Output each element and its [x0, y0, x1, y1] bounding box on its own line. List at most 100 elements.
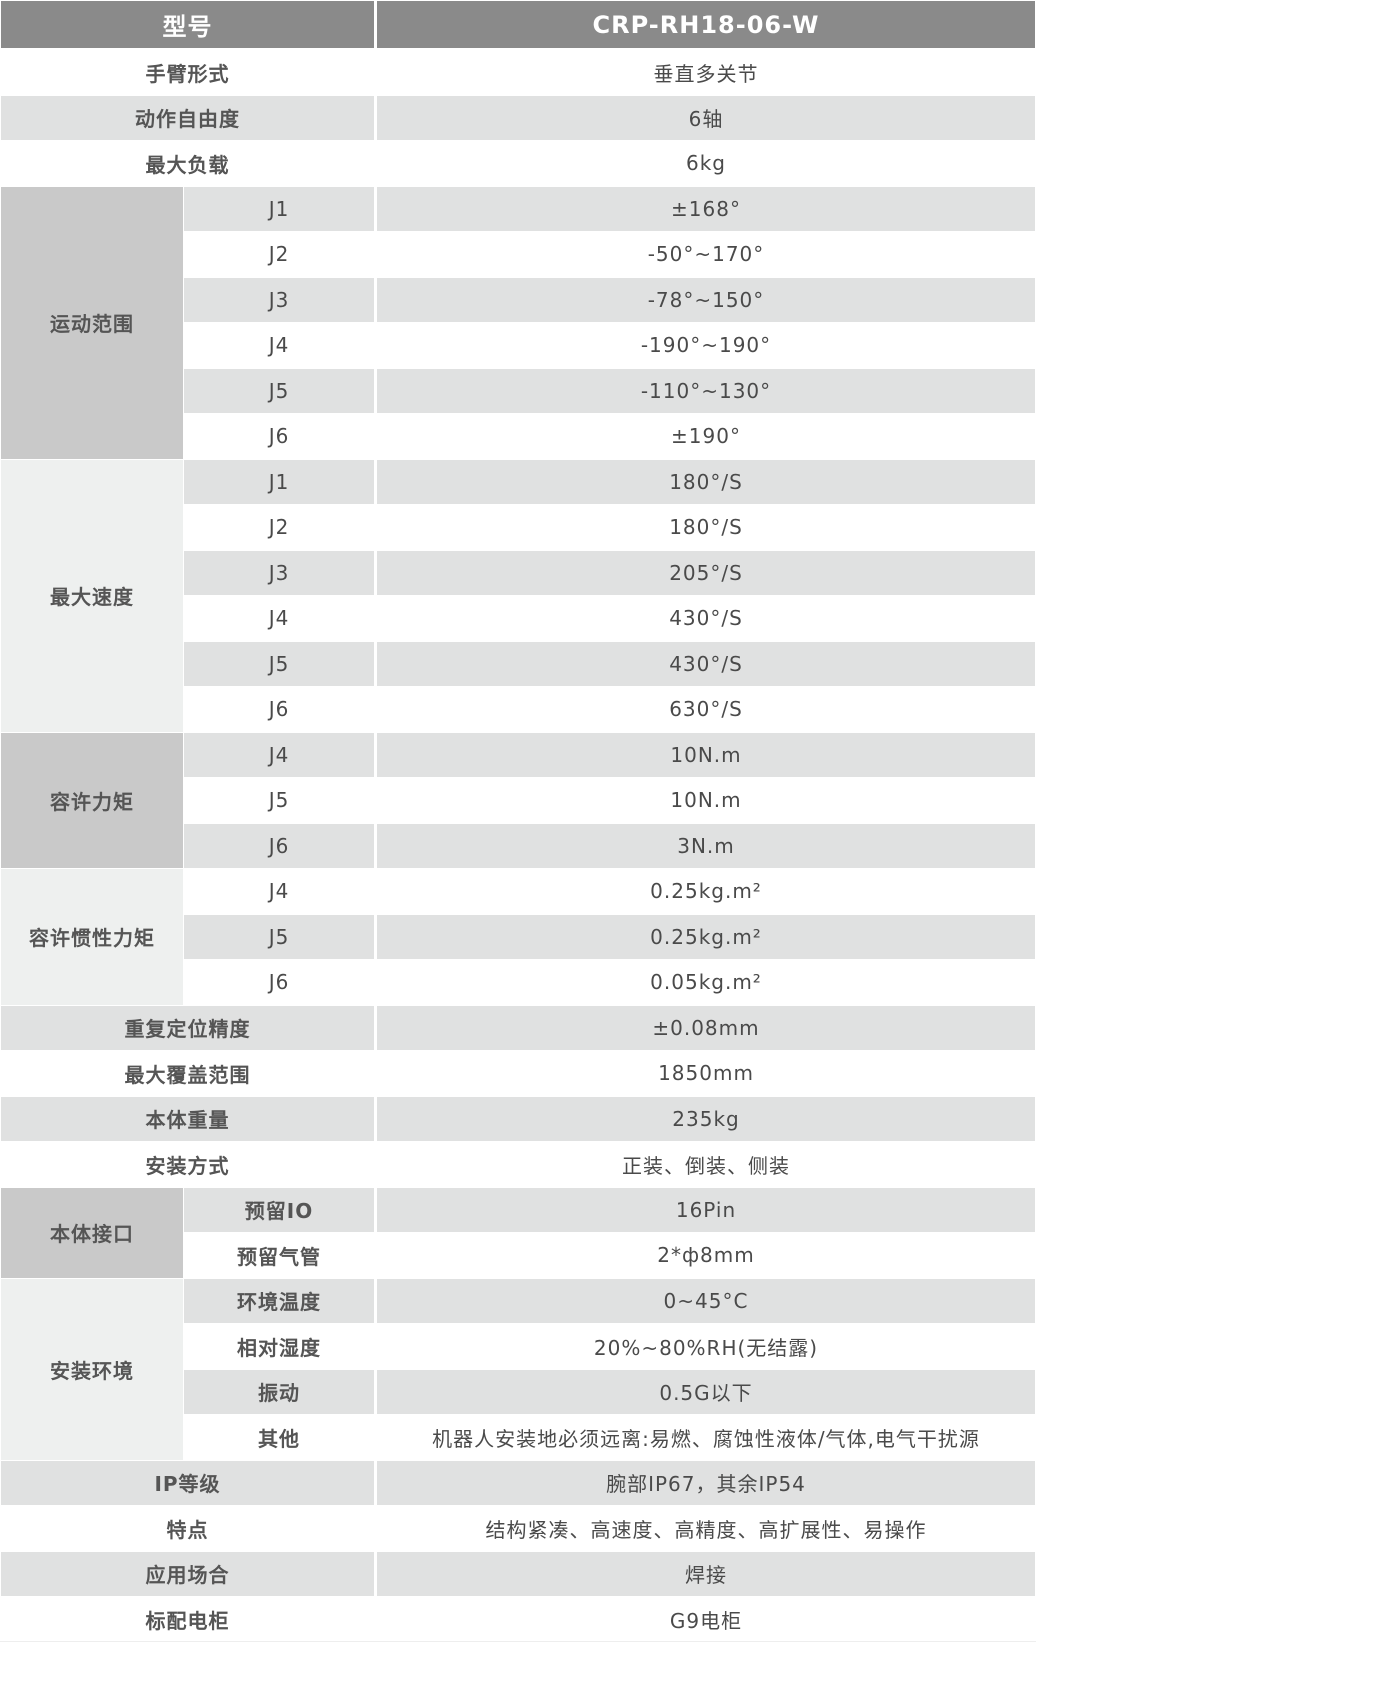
row-sublabel: J3 [183, 549, 376, 596]
row-value: 垂直多关节 [374, 49, 1036, 96]
table-row: J5 430°/S [1, 640, 1036, 687]
row-value: 腕部IP67，其余IP54 [374, 1459, 1036, 1506]
row-label: 最大覆盖范围 [0, 1050, 376, 1097]
table-row: 手臂形式 垂直多关节 [0, 49, 1036, 96]
row-value: 430°/S [374, 640, 1036, 687]
row-sublabel: J6 [183, 822, 376, 869]
table-row: 标配电柜 G9电柜 [0, 1596, 1036, 1643]
row-label: 应用场合 [0, 1550, 376, 1597]
row-label: 本体重量 [0, 1095, 376, 1142]
header-label: 型号 [0, 0, 376, 51]
row-value: 6轴 [374, 94, 1036, 141]
table-row: J3 -78°~150° [1, 276, 1036, 323]
row-sublabel: J5 [183, 640, 376, 687]
table-row: 特点 结构紧凑、高速度、高精度、高扩展性、易操作 [0, 1505, 1036, 1552]
row-sublabel: 预留气管 [183, 1232, 376, 1279]
table-row: 最大负载 6kg [0, 140, 1036, 187]
table-row: J5 -110°~130° [1, 367, 1036, 414]
row-sublabel: 其他 [183, 1414, 376, 1461]
table-row: J2 -50°~170° [1, 231, 1036, 278]
row-sublabel: 振动 [183, 1368, 376, 1415]
row-value: 机器人安装地必须远离:易燃、腐蚀性液体/气体,电气干扰源 [374, 1414, 1036, 1461]
table-row: 本体重量 235kg [0, 1095, 1036, 1142]
row-sublabel: J5 [183, 367, 376, 414]
table-row: J4 -190°~190° [1, 322, 1036, 369]
row-sublabel: 环境温度 [183, 1277, 376, 1324]
table-row: 容许惯性力矩 J4 0.25kg.m² [0, 868, 1036, 1006]
row-label: 安装方式 [0, 1141, 376, 1188]
row-value: 0.05kg.m² [374, 959, 1036, 1006]
table-row: 运动范围 J1 ±168° [0, 185, 1036, 460]
group-label: 容许力矩 [0, 731, 184, 869]
row-value: 0.25kg.m² [374, 913, 1036, 960]
row-value: 430°/S [374, 595, 1036, 642]
row-sublabel: 相对湿度 [183, 1323, 376, 1370]
row-sublabel: J6 [183, 686, 376, 733]
table-row: 其他 机器人安装地必须远离:易燃、腐蚀性液体/气体,电气干扰源 [1, 1414, 1036, 1461]
group-label: 安装环境 [0, 1277, 184, 1461]
table-row: J2 180°/S [1, 504, 1036, 551]
table-row: 最大速度 J1 180°/S [0, 458, 1036, 733]
row-value: 180°/S [374, 504, 1036, 551]
table-row: 预留气管 2*ф8mm [1, 1232, 1036, 1279]
row-label: IP等级 [0, 1459, 376, 1506]
row-sublabel: J2 [183, 231, 376, 278]
table-row: J5 10N.m [1, 777, 1036, 824]
row-label: 重复定位精度 [0, 1004, 376, 1051]
table-row: J6 0.05kg.m² [1, 959, 1036, 1006]
table-row: J6 3N.m [1, 822, 1036, 869]
row-value: ±168° [374, 185, 1036, 232]
row-value: G9电柜 [374, 1596, 1036, 1643]
row-value: 3N.m [374, 822, 1036, 869]
table-row: 动作自由度 6轴 [0, 94, 1036, 141]
row-value: 0~45°C [374, 1277, 1036, 1324]
table-row: J3 205°/S [1, 549, 1036, 596]
row-value: -78°~150° [374, 276, 1036, 323]
row-sublabel: J1 [183, 185, 376, 232]
table-row: 应用场合 焊接 [0, 1550, 1036, 1597]
row-value: 180°/S [374, 458, 1036, 505]
row-value: 2*ф8mm [374, 1232, 1036, 1279]
row-value: ±190° [374, 413, 1036, 460]
group-label: 容许惯性力矩 [0, 868, 184, 1006]
table-row: 振动 0.5G以下 [1, 1368, 1036, 1415]
spec-table: 型号 CRP-RH18-06-W 手臂形式 垂直多关节 动作自由度 6轴 最大负载 6kg… [0, 0, 1036, 1643]
row-value: -50°~170° [374, 231, 1036, 278]
row-label: 最大负载 [0, 140, 376, 187]
table-row: J6 ±190° [1, 413, 1036, 460]
row-value: 结构紧凑、高速度、高精度、高扩展性、易操作 [374, 1505, 1036, 1552]
row-value: 630°/S [374, 686, 1036, 733]
row-label: 特点 [0, 1505, 376, 1552]
table-row: 最大覆盖范围 1850mm [0, 1050, 1036, 1097]
row-value: 10N.m [374, 731, 1036, 778]
table-row: J5 0.25kg.m² [1, 913, 1036, 960]
row-label: 动作自由度 [0, 94, 376, 141]
row-value: 焊接 [374, 1550, 1036, 1597]
row-label: 标配电柜 [0, 1596, 376, 1643]
group-label: 本体接口 [0, 1186, 184, 1279]
row-value: -190°~190° [374, 322, 1036, 369]
header-model: CRP-RH18-06-W [374, 0, 1036, 51]
table-row: IP等级 腕部IP67，其余IP54 [0, 1459, 1036, 1506]
table-bottom-divider [0, 1641, 1036, 1642]
row-sublabel: J4 [183, 595, 376, 642]
row-value: 16Pin [374, 1186, 1036, 1233]
row-sublabel: J1 [183, 458, 376, 505]
row-value: 10N.m [374, 777, 1036, 824]
row-sublabel: J6 [183, 413, 376, 460]
row-value: -110°~130° [374, 367, 1036, 414]
row-sublabel: J4 [183, 868, 376, 915]
row-value: 20%~80%RH(无结露) [374, 1323, 1036, 1370]
table-row: 本体接口 预留IO 16Pin [0, 1186, 1036, 1279]
row-sublabel: J5 [183, 913, 376, 960]
table-row: 安装环境 环境温度 0~45°C [0, 1277, 1036, 1461]
row-label: 手臂形式 [0, 49, 376, 96]
row-value: ±0.08mm [374, 1004, 1036, 1051]
table-row: J4 430°/S [1, 595, 1036, 642]
row-sublabel: J4 [183, 322, 376, 369]
row-value: 205°/S [374, 549, 1036, 596]
group-label: 运动范围 [0, 185, 184, 460]
row-sublabel: J6 [183, 959, 376, 1006]
row-sublabel: J3 [183, 276, 376, 323]
row-sublabel: J5 [183, 777, 376, 824]
